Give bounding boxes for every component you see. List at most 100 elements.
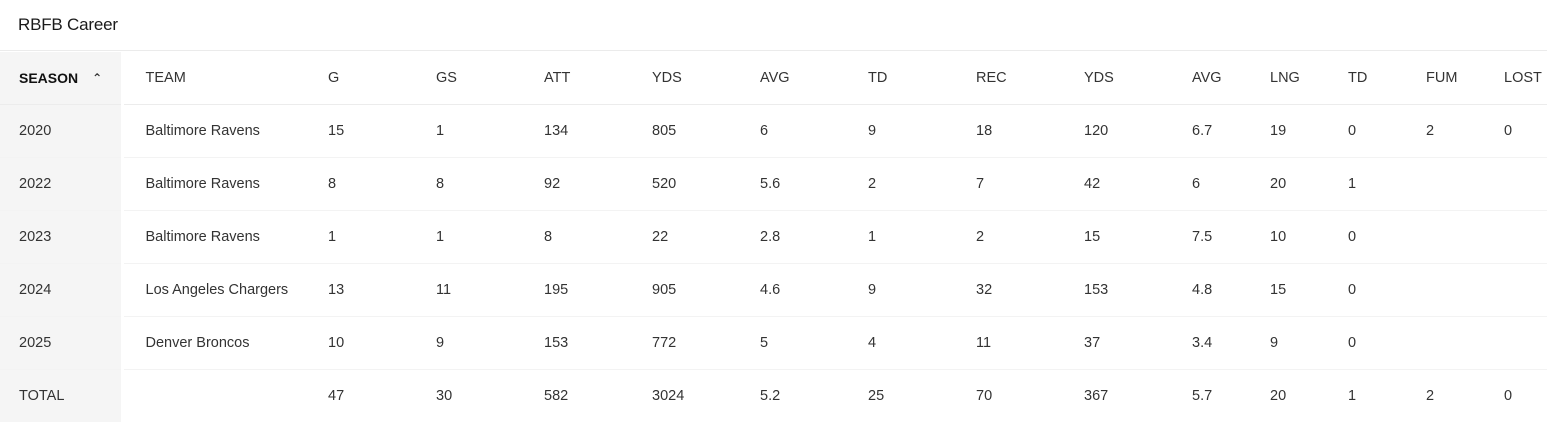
cell-rush-avg: 5 [740, 317, 848, 370]
column-header-gs[interactable]: GS [416, 52, 524, 105]
cell-rec-avg: 6 [1172, 158, 1250, 211]
column-header-rec-avg[interactable]: AVG [1172, 52, 1250, 105]
cell-team: Baltimore Ravens [122, 158, 308, 211]
cell-gs: 1 [416, 105, 524, 158]
title-divider [0, 50, 1547, 51]
cell-rec-td: 0 [1328, 317, 1406, 370]
cell-rush-td: 4 [848, 317, 956, 370]
cell-g: 10 [308, 317, 416, 370]
cell-att: 195 [524, 264, 632, 317]
cell-rush-td: 9 [848, 105, 956, 158]
cell-rush-td: 1 [848, 211, 956, 264]
cell-rec-avg: 3.4 [1172, 317, 1250, 370]
cell-rec-yds: 120 [1064, 105, 1172, 158]
cell-rec-avg: 5.7 [1172, 370, 1250, 422]
cell-lng: 20 [1250, 370, 1328, 422]
cell-season: 2024 [0, 264, 122, 317]
cell-rec: 2 [956, 211, 1064, 264]
cell-team: Baltimore Ravens [122, 211, 308, 264]
column-header-att[interactable]: ATT [524, 52, 632, 105]
cell-team: Denver Broncos [122, 317, 308, 370]
cell-g: 13 [308, 264, 416, 317]
cell-rush-avg: 6 [740, 105, 848, 158]
cell-rec: 11 [956, 317, 1064, 370]
cell-rush-avg: 2.8 [740, 211, 848, 264]
cell-lost [1484, 317, 1547, 370]
cell-lost [1484, 211, 1547, 264]
column-header-rec[interactable]: REC [956, 52, 1064, 105]
column-header-fum[interactable]: FUM [1406, 52, 1484, 105]
cell-rec-td: 1 [1328, 370, 1406, 422]
cell-gs: 11 [416, 264, 524, 317]
cell-fum [1406, 317, 1484, 370]
cell-rush-yds: 905 [632, 264, 740, 317]
cell-lost [1484, 158, 1547, 211]
cell-rush-td: 9 [848, 264, 956, 317]
column-header-lost[interactable]: LOST [1484, 52, 1547, 105]
cell-season: 2022 [0, 158, 122, 211]
column-header-rush-td[interactable]: TD [848, 52, 956, 105]
cell-lost [1484, 264, 1547, 317]
cell-team: Baltimore Ravens [122, 105, 308, 158]
column-header-g[interactable]: G [308, 52, 416, 105]
cell-fum: 2 [1406, 370, 1484, 422]
cell-rec-yds: 37 [1064, 317, 1172, 370]
column-header-label: SEASON [19, 70, 78, 86]
cell-g: 15 [308, 105, 416, 158]
column-header-team[interactable]: TEAM [122, 52, 308, 105]
column-header-rec-td[interactable]: TD [1328, 52, 1406, 105]
column-header-rec-yds[interactable]: YDS [1064, 52, 1172, 105]
cell-rush-yds: 3024 [632, 370, 740, 422]
cell-team: Los Angeles Chargers [122, 264, 308, 317]
cell-gs: 30 [416, 370, 524, 422]
cell-fum [1406, 158, 1484, 211]
cell-att: 92 [524, 158, 632, 211]
cell-lng: 19 [1250, 105, 1328, 158]
cell-season: 2023 [0, 211, 122, 264]
cell-team [122, 370, 308, 422]
header-row: SEASON ⌃ TEAM G GS ATT YDS AVG TD REC YDS… [0, 52, 1547, 105]
cell-lng: 20 [1250, 158, 1328, 211]
cell-g: 47 [308, 370, 416, 422]
cell-season: TOTAL [0, 370, 122, 422]
cell-att: 582 [524, 370, 632, 422]
cell-rec-avg: 6.7 [1172, 105, 1250, 158]
cell-rush-yds: 772 [632, 317, 740, 370]
cell-rush-yds: 22 [632, 211, 740, 264]
cell-rush-yds: 805 [632, 105, 740, 158]
cell-rec-td: 0 [1328, 211, 1406, 264]
section-title: RBFB Career [18, 15, 118, 35]
cell-att: 134 [524, 105, 632, 158]
chevron-up-icon[interactable]: ⌃ [92, 71, 102, 85]
column-header-season[interactable]: SEASON ⌃ [0, 52, 122, 105]
cell-season: 2020 [0, 105, 122, 158]
cell-lost: 0 [1484, 105, 1547, 158]
cell-rec: 70 [956, 370, 1064, 422]
cell-rec-td: 0 [1328, 264, 1406, 317]
cell-rush-td: 25 [848, 370, 956, 422]
cell-rush-avg: 4.6 [740, 264, 848, 317]
cell-lost: 0 [1484, 370, 1547, 422]
column-header-lng[interactable]: LNG [1250, 52, 1328, 105]
cell-fum: 2 [1406, 105, 1484, 158]
cell-gs: 8 [416, 158, 524, 211]
cell-rush-td: 2 [848, 158, 956, 211]
cell-rec-td: 1 [1328, 158, 1406, 211]
cell-season: 2025 [0, 317, 122, 370]
column-header-rush-yds[interactable]: YDS [632, 52, 740, 105]
cell-rec-yds: 367 [1064, 370, 1172, 422]
cell-gs: 9 [416, 317, 524, 370]
cell-att: 8 [524, 211, 632, 264]
cell-g: 1 [308, 211, 416, 264]
cell-att: 153 [524, 317, 632, 370]
cell-rush-yds: 520 [632, 158, 740, 211]
cell-rec-yds: 15 [1064, 211, 1172, 264]
cell-rec-td: 0 [1328, 105, 1406, 158]
cell-rec: 7 [956, 158, 1064, 211]
cell-lng: 9 [1250, 317, 1328, 370]
column-header-rush-avg[interactable]: AVG [740, 52, 848, 105]
cell-gs: 1 [416, 211, 524, 264]
